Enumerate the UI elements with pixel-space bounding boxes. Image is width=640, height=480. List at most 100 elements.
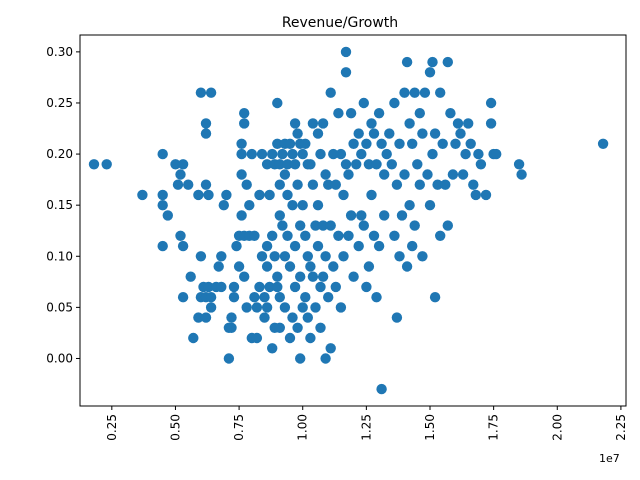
y-tick-label: 0.30 <box>46 45 73 59</box>
scatter-point <box>292 179 303 190</box>
scatter-point <box>261 240 273 252</box>
scatter-point <box>315 148 326 160</box>
scatter-point <box>414 179 425 190</box>
scatter-point <box>216 251 227 262</box>
scatter-point <box>358 97 369 109</box>
scatter-point <box>272 97 283 109</box>
scatter-point <box>455 128 466 139</box>
scatter-point <box>233 261 245 272</box>
scatter-point <box>435 230 446 241</box>
scatter-point <box>185 271 196 282</box>
scatter-point <box>491 148 502 160</box>
scatter-point <box>203 189 214 201</box>
scatter-point <box>401 56 413 68</box>
scatter-point <box>305 332 316 344</box>
scatter-point <box>330 179 341 190</box>
scatter-point <box>236 138 247 149</box>
scatter-point <box>323 179 334 190</box>
scatter-point <box>351 159 362 170</box>
scatter-point <box>246 148 257 160</box>
scatter-point <box>343 169 354 180</box>
scatter-point <box>193 189 204 201</box>
scatter-point <box>267 343 278 354</box>
scatter-point <box>368 128 380 139</box>
scatter-point <box>463 118 474 129</box>
scatter-point <box>356 148 367 160</box>
scatter-point <box>310 220 321 231</box>
scatter-point <box>282 189 293 201</box>
scatter-point <box>457 169 469 180</box>
scatter-point <box>391 312 403 323</box>
scatter-point <box>226 312 237 323</box>
scatter-point <box>317 271 329 282</box>
scatter-point <box>317 220 329 231</box>
scatter-point <box>274 159 285 170</box>
scatter-point <box>307 118 319 129</box>
scatter-point <box>137 189 148 201</box>
y-tick-label: 0.10 <box>46 249 73 263</box>
scatter-point <box>399 87 410 98</box>
scatter-point <box>407 240 418 252</box>
y-tick-label: 0.00 <box>46 351 73 365</box>
scatter-point <box>394 138 405 149</box>
scatter-point <box>317 118 329 129</box>
scatter-point <box>239 118 250 129</box>
scatter-point <box>363 261 375 272</box>
scatter-point <box>353 240 364 252</box>
scatter-point <box>435 87 446 98</box>
scatter-point <box>348 138 359 149</box>
x-tick-label: 1.50 <box>423 414 437 441</box>
scatter-point <box>157 189 168 201</box>
scatter-point <box>307 179 319 190</box>
scatter-point <box>272 271 283 282</box>
scatter-point <box>259 292 270 303</box>
x-tick-label: 2.00 <box>550 414 564 441</box>
scatter-point <box>162 210 173 221</box>
scatter-point <box>407 138 418 149</box>
y-tick-label: 0.20 <box>46 147 73 161</box>
scatter-point <box>193 312 204 323</box>
scatter-point <box>470 189 481 201</box>
scatter-point <box>218 200 229 211</box>
scatter-point <box>259 312 270 323</box>
scatter-point <box>254 281 265 293</box>
scatter-point <box>320 353 331 364</box>
scatter-point <box>460 148 471 160</box>
scatter-point <box>300 230 311 241</box>
scatter-point <box>409 87 420 98</box>
scatter-point <box>485 97 497 109</box>
scatter-point <box>394 251 405 262</box>
scatter-point <box>277 220 288 231</box>
scatter-point <box>480 189 492 201</box>
scatter-point <box>417 128 428 139</box>
scatter-point <box>348 271 359 282</box>
scatter-point <box>295 220 306 231</box>
scatter-point <box>236 210 247 221</box>
scatter-point <box>429 292 441 303</box>
scatter-point <box>172 179 184 190</box>
scatter-point <box>236 169 247 180</box>
scatter-point <box>328 261 339 272</box>
scatter-point <box>203 281 214 293</box>
scatter-point <box>261 261 273 272</box>
scatter-point <box>427 56 438 68</box>
scatter-point <box>312 240 324 252</box>
scatter-point <box>251 332 263 344</box>
scatter-point <box>307 271 319 282</box>
scatter-point <box>345 108 357 119</box>
x-tick-label: 1.25 <box>359 414 373 441</box>
scatter-point <box>442 220 453 231</box>
scatter-point <box>269 251 280 262</box>
y-axis-ticks: 0.00 0.05 0.10 0.15 0.20 0.25 0.30 <box>46 45 80 365</box>
scatter-point <box>361 138 372 149</box>
scatter-point <box>465 138 476 149</box>
scatter-point <box>261 302 273 313</box>
scatter-point <box>279 302 291 313</box>
scatter-point <box>289 159 301 170</box>
scatter-point <box>379 169 390 180</box>
scatter-point <box>302 312 313 323</box>
scatter-point <box>432 179 443 190</box>
scatter-point <box>289 118 301 129</box>
scatter-point <box>412 159 423 170</box>
